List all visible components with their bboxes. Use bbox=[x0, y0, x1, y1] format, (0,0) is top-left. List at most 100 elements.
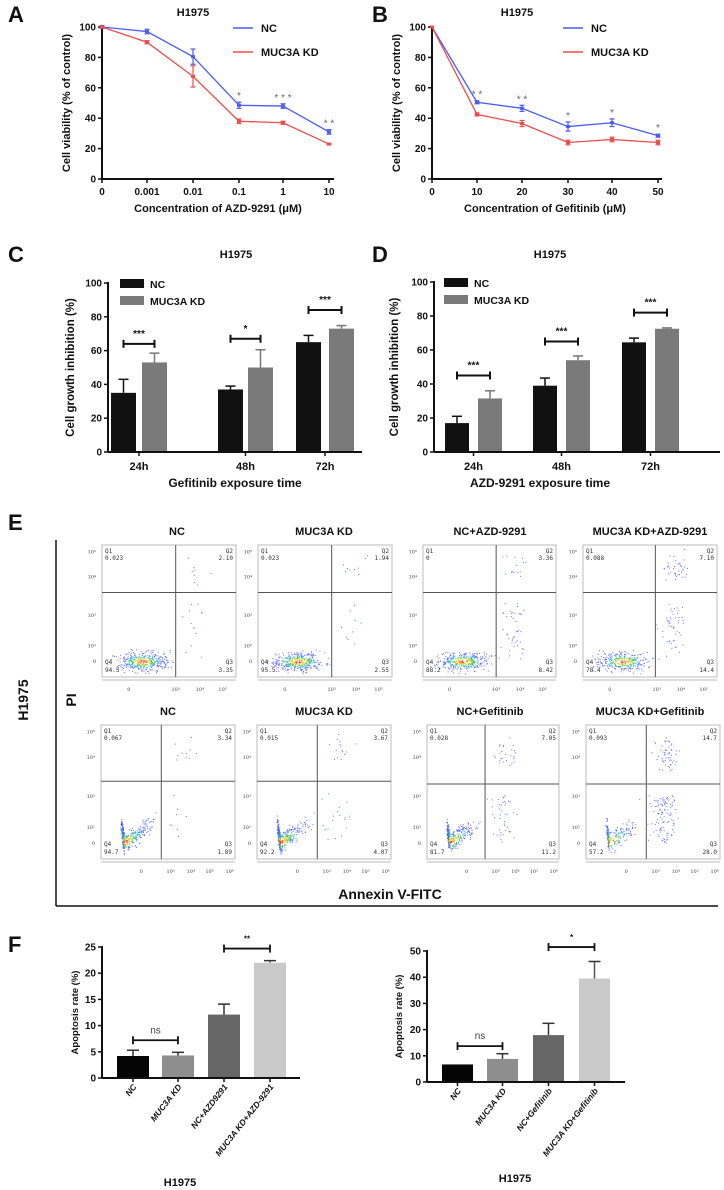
event-dot bbox=[623, 833, 625, 835]
event-dot bbox=[143, 668, 145, 670]
event-dot bbox=[190, 622, 192, 624]
event-dot bbox=[135, 838, 137, 840]
event-dot bbox=[303, 657, 305, 659]
quadrant-value-q3: 1.89 bbox=[218, 849, 233, 856]
event-dot bbox=[610, 653, 612, 655]
event-dot bbox=[478, 823, 480, 825]
event-dot bbox=[288, 654, 290, 656]
event-dot bbox=[659, 829, 661, 831]
event-dot bbox=[470, 661, 472, 663]
event-dot bbox=[455, 845, 457, 847]
y-tick-label: 0 bbox=[90, 175, 96, 186]
event-dot bbox=[123, 661, 125, 663]
event-dot bbox=[459, 830, 461, 832]
event-dot bbox=[131, 660, 133, 662]
event-dot bbox=[477, 666, 479, 668]
flow-plot: NCQ10.067Q23.34Q31.89Q494.7010²10³10⁴10⁵… bbox=[87, 706, 236, 875]
event-dot bbox=[122, 833, 124, 835]
event-dot bbox=[632, 826, 634, 828]
x-axis-label: Annexin V-FITC bbox=[338, 886, 441, 902]
event-dot bbox=[136, 830, 138, 832]
event-dot bbox=[299, 664, 301, 666]
event-dot bbox=[617, 665, 619, 667]
event-dot bbox=[464, 662, 466, 664]
x-tick-label: NC+Gefitinib bbox=[514, 1086, 554, 1133]
event-dot bbox=[619, 654, 621, 656]
significance-label: * bbox=[244, 324, 248, 335]
event-dot bbox=[303, 662, 305, 664]
quadrant-value-q1: 0.023 bbox=[105, 555, 123, 562]
event-dot bbox=[452, 656, 454, 658]
event-dot bbox=[683, 559, 685, 561]
event-dot bbox=[620, 830, 622, 832]
event-dot bbox=[459, 836, 461, 838]
event-dot bbox=[131, 666, 133, 668]
x-tick-label: 10⁶ bbox=[710, 869, 718, 875]
event-dot bbox=[448, 836, 450, 838]
event-dot bbox=[279, 835, 281, 837]
event-dot bbox=[287, 663, 289, 665]
event-dot bbox=[455, 660, 457, 662]
event-dot bbox=[460, 668, 462, 670]
x-tick-label: 10⁴ bbox=[511, 869, 519, 875]
event-dot bbox=[294, 666, 296, 668]
event-dot bbox=[281, 663, 283, 665]
x-tick-label: 0.01 bbox=[183, 187, 203, 198]
event-dot bbox=[278, 663, 280, 665]
event-dot bbox=[163, 658, 165, 660]
event-dot bbox=[282, 836, 284, 838]
event-dot bbox=[289, 663, 291, 665]
event-dot bbox=[284, 664, 286, 666]
event-dot bbox=[139, 653, 141, 655]
event-dot bbox=[297, 823, 299, 825]
event-dot bbox=[166, 660, 168, 662]
event-dot bbox=[460, 829, 462, 831]
event-dot bbox=[476, 656, 478, 658]
event-dot bbox=[596, 662, 598, 664]
legend-label: NC bbox=[150, 279, 166, 291]
event-dot bbox=[282, 840, 284, 842]
event-dot bbox=[670, 618, 672, 620]
event-dot bbox=[155, 657, 157, 659]
flow-plot: NC+GefitinibQ10.028Q27.05Q311.2Q481.7010… bbox=[413, 706, 560, 875]
event-dot bbox=[298, 657, 300, 659]
data-point bbox=[430, 25, 434, 29]
event-dot bbox=[191, 571, 193, 573]
legend-label: NC bbox=[591, 23, 607, 35]
event-dot bbox=[608, 653, 610, 655]
event-dot bbox=[169, 652, 171, 654]
flow-plot: MUC3A KDQ10.015Q23.67Q34.07Q492.2010²10³… bbox=[243, 706, 392, 875]
event-dot bbox=[143, 655, 145, 657]
event-dot bbox=[671, 611, 673, 613]
panel-letter: E bbox=[8, 510, 23, 535]
event-dot bbox=[304, 660, 306, 662]
event-dot bbox=[449, 657, 451, 659]
event-dot bbox=[449, 668, 451, 670]
event-dot bbox=[449, 837, 451, 839]
event-dot bbox=[125, 839, 127, 841]
event-dot bbox=[607, 663, 609, 665]
event-dot bbox=[151, 664, 153, 666]
event-dot bbox=[666, 619, 668, 621]
event-dot bbox=[610, 663, 612, 665]
event-dot bbox=[487, 670, 489, 672]
event-dot bbox=[284, 660, 286, 662]
event-dot bbox=[447, 833, 449, 835]
event-dot bbox=[446, 828, 448, 830]
event-dot bbox=[151, 658, 153, 660]
event-dot bbox=[286, 834, 288, 836]
event-dot bbox=[668, 752, 670, 754]
event-dot bbox=[164, 667, 166, 669]
event-dot bbox=[630, 658, 632, 660]
event-dot bbox=[159, 659, 161, 661]
event-dot bbox=[636, 660, 638, 662]
event-dot bbox=[666, 740, 668, 742]
event-dot bbox=[279, 835, 281, 837]
quadrant-name: Q4 bbox=[261, 659, 269, 666]
event-dot bbox=[282, 832, 284, 834]
event-dot bbox=[663, 820, 665, 822]
event-dot bbox=[596, 664, 598, 666]
event-dot bbox=[627, 661, 629, 663]
event-dot bbox=[295, 841, 297, 843]
event-dot bbox=[511, 749, 513, 751]
